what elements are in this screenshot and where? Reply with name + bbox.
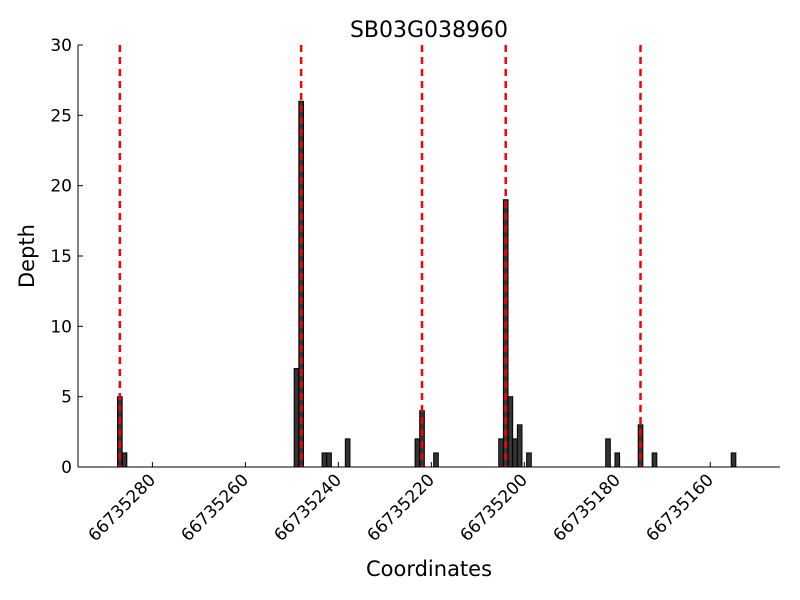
bar	[730, 452, 737, 468]
y-tick-label: 25	[50, 106, 72, 126]
y-tick-label: 15	[50, 247, 72, 267]
y-tick-label: 10	[50, 317, 72, 337]
bar	[414, 438, 421, 468]
bar	[121, 452, 128, 468]
bar	[614, 452, 621, 468]
chart-title: SB03G038960	[350, 18, 508, 43]
x-tick-label: 66735280	[85, 470, 160, 545]
x-axis-label: Coordinates	[366, 557, 492, 581]
x-tick-label: 66735240	[271, 470, 346, 545]
x-tick-label: 66735160	[642, 470, 717, 545]
bar	[321, 452, 328, 468]
bar	[605, 438, 611, 468]
bar	[326, 452, 332, 468]
bar	[512, 438, 518, 468]
x-tick-label: 66735180	[549, 470, 624, 545]
x-tick-label: 66735220	[364, 470, 439, 545]
x-tick-label: 66735200	[457, 470, 532, 545]
bar	[498, 438, 504, 468]
y-tick-label: 30	[50, 36, 72, 56]
y-axis-label: Depth	[15, 224, 39, 288]
x-tick-label: 66735260	[178, 470, 253, 545]
y-tick-label: 5	[61, 388, 72, 408]
bar	[526, 452, 532, 468]
bar	[507, 396, 514, 468]
y-tick-label: 20	[50, 177, 72, 197]
y-tick-label: 0	[61, 458, 72, 478]
bar	[344, 438, 351, 468]
bar	[516, 424, 523, 468]
bar	[433, 452, 439, 468]
bar	[651, 452, 658, 468]
bar	[293, 368, 300, 468]
